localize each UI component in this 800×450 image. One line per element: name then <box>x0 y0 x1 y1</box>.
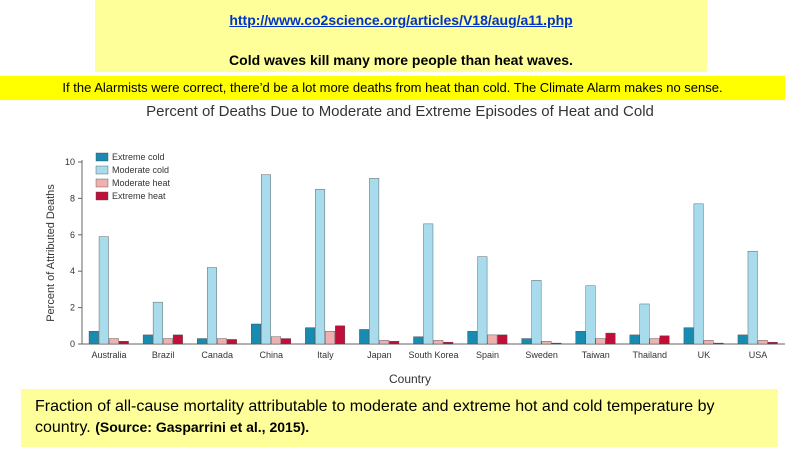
x-tick-label: Brazil <box>152 350 175 360</box>
headline: Cold waves kill many more people than he… <box>229 52 573 68</box>
bar-extreme-cold <box>88 331 99 345</box>
bar-extreme-cold <box>142 334 153 345</box>
bar-extreme-heat <box>118 341 129 345</box>
x-tick-label: Thailand <box>633 350 668 360</box>
chart-title: Percent of Deaths Due to Moderate and Ex… <box>146 103 654 120</box>
bar-extreme-heat <box>335 325 346 345</box>
bar-moderate-cold <box>315 189 326 345</box>
y-tick-label: 0 <box>70 339 75 349</box>
y-axis-label: Percent of Attributed Deaths <box>45 184 57 322</box>
bar-extreme-cold <box>629 334 640 345</box>
bar-moderate-heat <box>162 338 173 345</box>
bar-extreme-heat <box>551 342 562 345</box>
bar-moderate-cold <box>261 174 271 345</box>
x-tick-label: Australia <box>92 350 127 360</box>
bar-extreme-cold <box>196 338 207 345</box>
caption-box: Fraction of all-cause mortality attribut… <box>21 389 778 447</box>
legend-swatch <box>95 165 109 175</box>
bar-moderate-cold <box>98 236 109 345</box>
bar-moderate-heat <box>757 340 768 345</box>
bar-extreme-cold <box>575 331 586 345</box>
legend-label: Moderate cold <box>112 165 169 175</box>
bar-extreme-heat <box>226 339 237 345</box>
bar-extreme-cold <box>413 336 424 345</box>
bar-moderate-heat <box>271 336 281 345</box>
bar-extreme-cold <box>521 338 532 345</box>
source-link[interactable]: http://www.co2science.org/articles/V18/a… <box>229 12 573 28</box>
bar-moderate-heat <box>649 338 660 345</box>
legend-label: Extreme cold <box>112 152 165 162</box>
header-box: http://www.co2science.org/articles/V18/a… <box>95 0 707 72</box>
bar-extreme-heat <box>605 332 616 345</box>
bar-extreme-heat <box>713 342 724 345</box>
legend-swatch <box>95 152 109 162</box>
x-tick-label: UK <box>698 350 711 360</box>
legend-label: Extreme heat <box>112 191 166 201</box>
bar-moderate-cold <box>693 203 704 345</box>
bar-extreme-heat <box>443 341 454 345</box>
x-tick-label: South Korea <box>408 350 458 360</box>
bar-extreme-heat <box>281 338 291 345</box>
bar-moderate-heat <box>703 340 714 345</box>
bar-moderate-cold <box>369 178 380 345</box>
bar-extreme-heat <box>659 335 670 345</box>
bar-moderate-cold <box>639 303 650 345</box>
y-tick-label: 10 <box>65 157 75 167</box>
bar-extreme-heat <box>172 334 183 345</box>
bar-moderate-heat <box>108 338 119 345</box>
bar-moderate-heat <box>487 334 498 345</box>
bar-moderate-cold <box>477 256 488 345</box>
banner: If the Alarmists were correct, there’d b… <box>0 76 785 100</box>
bar-chart: 0 2 4 6 8 10 Percent of Attributed Deaths Count… <box>45 152 785 386</box>
bar-extreme-heat <box>767 341 778 345</box>
bar-extreme-heat <box>497 334 508 345</box>
legend-label: Moderate heat <box>112 178 171 188</box>
bar-extreme-cold <box>359 329 370 345</box>
y-tick-label: 4 <box>70 266 75 276</box>
x-axis-label: Country <box>389 372 431 386</box>
x-tick-label: Spain <box>476 350 499 360</box>
bar-moderate-cold <box>585 285 596 345</box>
bar-moderate-cold <box>531 280 542 345</box>
bar-moderate-heat <box>379 340 390 345</box>
legend-swatch <box>95 191 109 201</box>
bar-moderate-heat <box>541 341 552 345</box>
bar-moderate-cold <box>152 301 163 345</box>
y-tick-label: 2 <box>70 303 75 313</box>
x-tick-label: Canada <box>201 350 233 360</box>
bar-extreme-cold <box>683 327 694 345</box>
bar-extreme-heat <box>389 341 400 345</box>
legend-swatch <box>95 178 109 188</box>
caption-source: (Source: Gasparrini et al., 2015). <box>95 419 310 435</box>
bar-moderate-cold <box>423 223 434 345</box>
bar-extreme-cold <box>251 323 261 345</box>
x-tick-label: China <box>260 350 284 360</box>
caption-text: Fraction of all-cause mortality attribut… <box>35 398 715 436</box>
bar-moderate-heat <box>325 331 336 345</box>
x-tick-label: Sweden <box>525 350 558 360</box>
bar-extreme-cold <box>467 331 478 345</box>
x-tick-label: Italy <box>317 350 334 360</box>
y-tick-label: 8 <box>70 193 75 203</box>
bar-extreme-cold <box>737 334 748 345</box>
bar-moderate-cold <box>747 250 758 345</box>
bar-extreme-cold <box>305 327 316 345</box>
x-tick-label: Japan <box>367 350 392 360</box>
bar-moderate-heat <box>595 338 606 345</box>
bar-moderate-cold <box>206 267 217 345</box>
x-tick-label: Taiwan <box>582 350 610 360</box>
x-tick-label: USA <box>749 350 768 360</box>
bar-moderate-heat <box>216 338 227 345</box>
y-tick-label: 6 <box>70 230 75 240</box>
bar-moderate-heat <box>433 340 444 345</box>
